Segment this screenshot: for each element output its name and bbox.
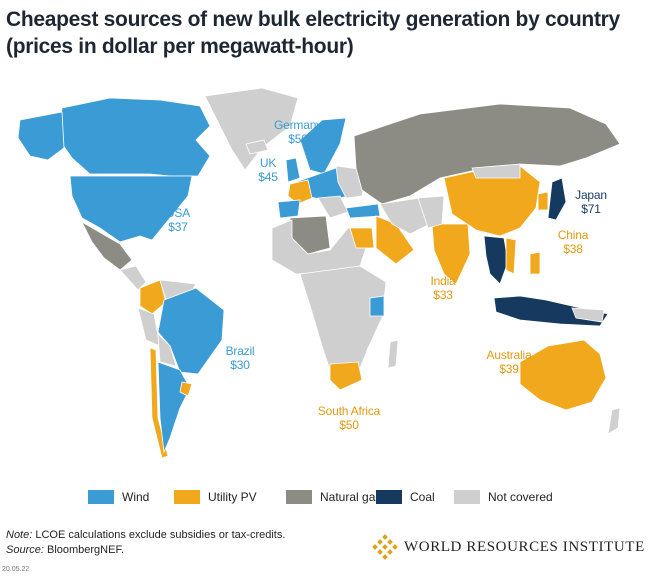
- region-usa: [69, 175, 193, 243]
- region-korea: [537, 191, 549, 211]
- date-stamp: 20.05.22: [2, 566, 30, 573]
- label-india: India $33: [418, 274, 468, 302]
- region-italy: [317, 195, 349, 219]
- label-uk: UK $45: [248, 156, 288, 184]
- region-canada: [57, 97, 211, 177]
- legend-swatch: [174, 490, 200, 504]
- region-south-africa: [329, 361, 363, 391]
- region-iran: [379, 197, 431, 235]
- note-line: Note: LCOE calculations exclude subsidie…: [6, 528, 285, 543]
- region-philippines: [529, 251, 541, 275]
- region-japan: [547, 177, 567, 221]
- legend-swatch: [454, 490, 480, 504]
- country-name: Germany: [274, 118, 322, 132]
- map-regions: [17, 87, 621, 459]
- note-text: LCOE calculations exclude subsidies or t…: [32, 529, 286, 541]
- note-label: Note:: [6, 529, 33, 541]
- region-uk: [285, 157, 301, 183]
- legend-swatch: [88, 490, 114, 504]
- country-name: USA: [165, 206, 191, 220]
- wri-logo: WORLD RESOURCES INSTITUTE: [372, 534, 644, 560]
- label-germany: Germany $50: [266, 118, 330, 146]
- label-japan: Japan $71: [566, 188, 616, 216]
- region-central-america: [119, 265, 147, 291]
- region-madagascar: [387, 339, 399, 369]
- legend-label: Not covered: [488, 490, 553, 504]
- region-southeast-asia: [483, 235, 509, 285]
- country-name: Brazil: [225, 344, 255, 358]
- legend-label: Utility PV: [208, 490, 257, 504]
- source-label: Source:: [6, 544, 44, 556]
- legend-label: Wind: [122, 490, 150, 504]
- country-price: $71: [581, 202, 601, 216]
- country-price: $33: [433, 288, 453, 302]
- region-uruguay: [179, 381, 193, 397]
- region-pakistan: [417, 195, 445, 229]
- region-central-africa: [299, 265, 387, 383]
- country-name: South Africa: [317, 404, 381, 418]
- label-brazil: Brazil $30: [214, 344, 266, 372]
- region-egypt: [349, 227, 375, 249]
- region-scandinavia: [299, 117, 347, 175]
- label-south-africa: South Africa $50: [310, 404, 388, 432]
- region-bolivia: [157, 332, 177, 367]
- legend-swatch: [286, 490, 312, 504]
- region-france: [287, 179, 313, 205]
- region-turkey: [345, 203, 381, 219]
- chart-title: Cheapest sources of new bulk electricity…: [6, 6, 646, 60]
- region-kenya: [369, 295, 385, 317]
- region-alaska: [17, 111, 65, 161]
- label-china: China $38: [548, 228, 598, 256]
- country-name: UK: [259, 156, 277, 170]
- country-price: $50: [288, 132, 308, 146]
- country-price: $37: [168, 220, 188, 234]
- legend-label: Natural gas: [320, 490, 382, 504]
- region-chile: [149, 347, 169, 459]
- region-papua: [571, 307, 605, 323]
- country-name: Australia: [486, 348, 532, 362]
- region-brazil: [157, 287, 225, 375]
- region-colombia: [139, 279, 167, 315]
- region-mongolia: [471, 163, 521, 179]
- legend-label: Coal: [410, 490, 435, 504]
- region-new-zealand: [607, 407, 621, 435]
- legend-swatch: [376, 490, 402, 504]
- region-vietnam: [505, 237, 517, 275]
- region-russia: [353, 103, 621, 205]
- title-line-1: Cheapest sources of new bulk electricity…: [6, 8, 620, 31]
- region-peru: [137, 307, 161, 347]
- world-map: [17, 87, 621, 459]
- source-text: BloombergNEF.: [43, 544, 125, 556]
- title-line-2: (prices in dollar per megawatt-hour): [6, 35, 354, 58]
- label-australia: Australia $39: [478, 348, 540, 376]
- region-australia: [519, 339, 607, 411]
- wri-logo-text: WORLD RESOURCES INSTITUTE: [404, 539, 645, 555]
- country-name: China: [557, 228, 589, 242]
- region-iceland: [245, 139, 269, 155]
- footnote: Note: LCOE calculations exclude subsidie…: [6, 528, 285, 558]
- country-price: $38: [563, 242, 583, 256]
- country-name: India: [430, 274, 456, 288]
- country-price: $45: [258, 170, 278, 184]
- legend: Wind Utility PV Natural gas Coal Not cov…: [88, 487, 608, 507]
- region-spain: [277, 199, 301, 219]
- country-name: Japan: [575, 188, 607, 202]
- wri-logo-mark-icon: [372, 534, 398, 560]
- region-argentina: [157, 361, 191, 454]
- source-line: Source: BloombergNEF.: [6, 543, 285, 558]
- country-price: $39: [499, 362, 519, 376]
- country-price: $50: [339, 418, 359, 432]
- country-price: $30: [230, 358, 250, 372]
- label-usa: USA $37: [150, 206, 206, 234]
